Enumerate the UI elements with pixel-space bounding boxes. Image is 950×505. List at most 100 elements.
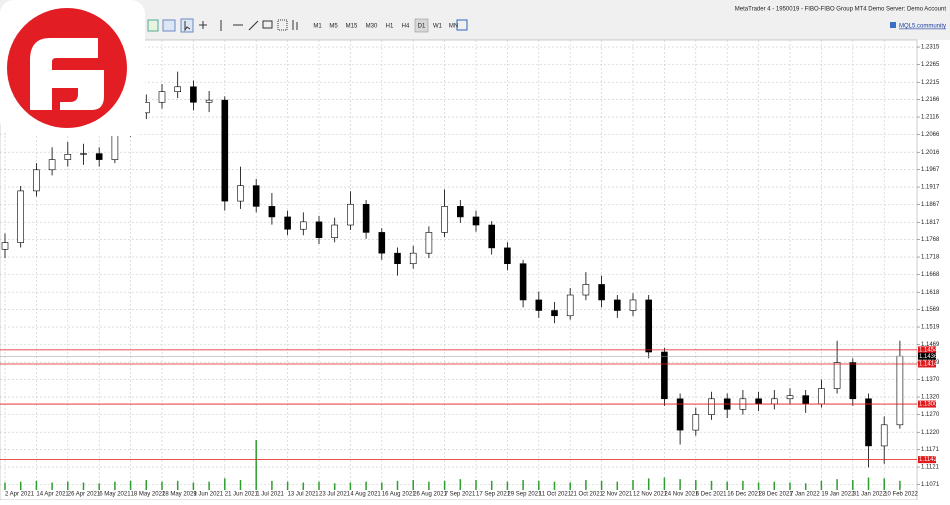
y-tick-label: 1.1469	[921, 342, 940, 348]
candle-body	[613, 299, 621, 311]
candle-body	[299, 221, 307, 230]
community-icon[interactable]	[890, 22, 896, 28]
x-tick-label: 6 Dec 2021	[696, 492, 727, 498]
x-tick-label: 19 Jan 2022	[821, 492, 855, 498]
candle-body	[362, 203, 370, 233]
candle-body	[80, 153, 87, 155]
candle-body	[205, 99, 213, 103]
level-label: 1.1142	[919, 457, 938, 463]
fibo-icon[interactable]	[277, 19, 288, 31]
y-tick-label: 1.1867	[921, 202, 940, 208]
candle-body	[378, 232, 386, 254]
y-tick-label: 1.1519	[921, 325, 940, 331]
logo-mark	[30, 38, 104, 110]
x-tick-label: 11 Oct 2021	[539, 492, 572, 498]
x-tick-label: 4 Aug 2021	[350, 492, 381, 498]
candle-body	[629, 299, 637, 311]
level-label: 1.1300	[919, 402, 938, 408]
candle-body	[645, 299, 653, 353]
timeframe-button[interactable]: H1	[386, 24, 394, 30]
level-label: 1.1414	[919, 362, 938, 368]
candle-body	[441, 206, 448, 233]
candle-body	[268, 206, 276, 218]
x-tick-label: 13 Jul 2021	[288, 492, 320, 498]
timeframe-button[interactable]: M15	[346, 24, 358, 30]
candle-body	[504, 247, 511, 265]
cursor-button[interactable]	[180, 18, 194, 33]
x-tick-label: 10 Feb 2022	[884, 492, 918, 498]
window-icon[interactable]	[456, 19, 468, 31]
candle-body	[64, 154, 72, 160]
x-tick-label: 14 Apr 2021	[36, 492, 69, 498]
candle-body	[456, 206, 464, 218]
y-tick-label: 1.1171	[921, 447, 940, 453]
level-label-box	[918, 400, 936, 408]
x-tick-label: 23 Jul 2021	[319, 492, 351, 498]
x-tick-label: 29 Sep 2021	[507, 492, 542, 498]
level-label: 1.1454	[919, 347, 938, 353]
y-tick-label: 1.1817	[921, 220, 940, 226]
candle-body	[221, 99, 229, 202]
candle-body	[347, 203, 354, 226]
candle-body	[786, 395, 794, 400]
timeframe-button[interactable]: H4	[402, 24, 410, 30]
trendline-icon[interactable]	[248, 20, 259, 31]
level-label-box	[918, 346, 936, 354]
y-tick-label: 1.2265	[921, 62, 940, 68]
candle-body	[158, 91, 166, 103]
candle-body	[237, 185, 244, 202]
community-link[interactable]: MQL5.community	[899, 24, 946, 30]
x-tick-label: 17 Sep 2021	[476, 492, 511, 498]
x-tick-label: 16 Dec 2021	[727, 492, 762, 498]
candle-body	[1, 242, 9, 250]
channel-icon[interactable]	[292, 20, 298, 30]
timeframe-button[interactable]: W1	[433, 24, 443, 30]
current-price-label: 1.1436	[919, 354, 938, 360]
x-tick-label: 21 Oct 2021	[570, 492, 603, 498]
timeframe-button[interactable]: M1	[313, 24, 322, 30]
y-tick-label: 1.2066	[921, 132, 940, 138]
timeframe-button[interactable]: M30	[366, 24, 378, 30]
candle-body	[802, 395, 810, 405]
y-tick-label: 1.1320	[921, 395, 940, 401]
candle-body	[692, 414, 700, 431]
candle-body	[190, 86, 197, 103]
candle-body	[425, 232, 433, 254]
y-tick-label: 1.2315	[921, 45, 940, 51]
candle-body	[95, 153, 103, 160]
crosshair-icon[interactable]	[199, 21, 207, 29]
y-tick-label: 1.1718	[921, 255, 940, 261]
x-tick-label: 21 Jun 2021	[225, 492, 259, 498]
tool-button[interactable]	[162, 19, 176, 32]
candle-body	[284, 216, 291, 230]
candle-body	[582, 284, 590, 296]
timeframe-button[interactable]: MN	[449, 24, 458, 30]
y-tick-label: 1.1370	[921, 377, 940, 383]
x-tick-label: 2 Nov 2021	[602, 492, 633, 498]
text-icon[interactable]	[262, 20, 273, 29]
price-chart: 1.2315 1.2265 1.2215 1.2166 1.2116 1.2066 1.20…	[0, 40, 940, 498]
candle-body	[174, 86, 181, 93]
x-tick-label: 16 Aug 2021	[382, 492, 416, 498]
timeframe-button[interactable]: M5	[329, 24, 338, 30]
x-tick-label: 18 May 2021	[131, 492, 166, 498]
current-price-box	[918, 352, 936, 360]
y-tick-label: 1.2166	[921, 97, 940, 103]
x-tick-label: 2 Apr 2021	[5, 492, 35, 498]
y-tick-label: 1.2116	[921, 115, 940, 121]
x-tick-label: 9 Jun 2021	[193, 492, 223, 498]
timeframe-button[interactable]: D1	[418, 24, 426, 30]
candle-body	[833, 362, 841, 389]
candle-body	[331, 224, 339, 238]
candle-body	[551, 310, 558, 317]
candle-body	[488, 224, 496, 249]
y-tick-label: 1.1270	[921, 412, 940, 418]
timeframe-active[interactable]	[414, 18, 429, 33]
y-tick-label: 1.1967	[921, 167, 940, 173]
x-tick-label: 28 May 2021	[162, 492, 197, 498]
tool-button[interactable]	[147, 19, 159, 32]
y-tick-label: 1.1569	[921, 307, 940, 313]
candle-body	[755, 398, 762, 405]
candle-body	[661, 351, 668, 400]
